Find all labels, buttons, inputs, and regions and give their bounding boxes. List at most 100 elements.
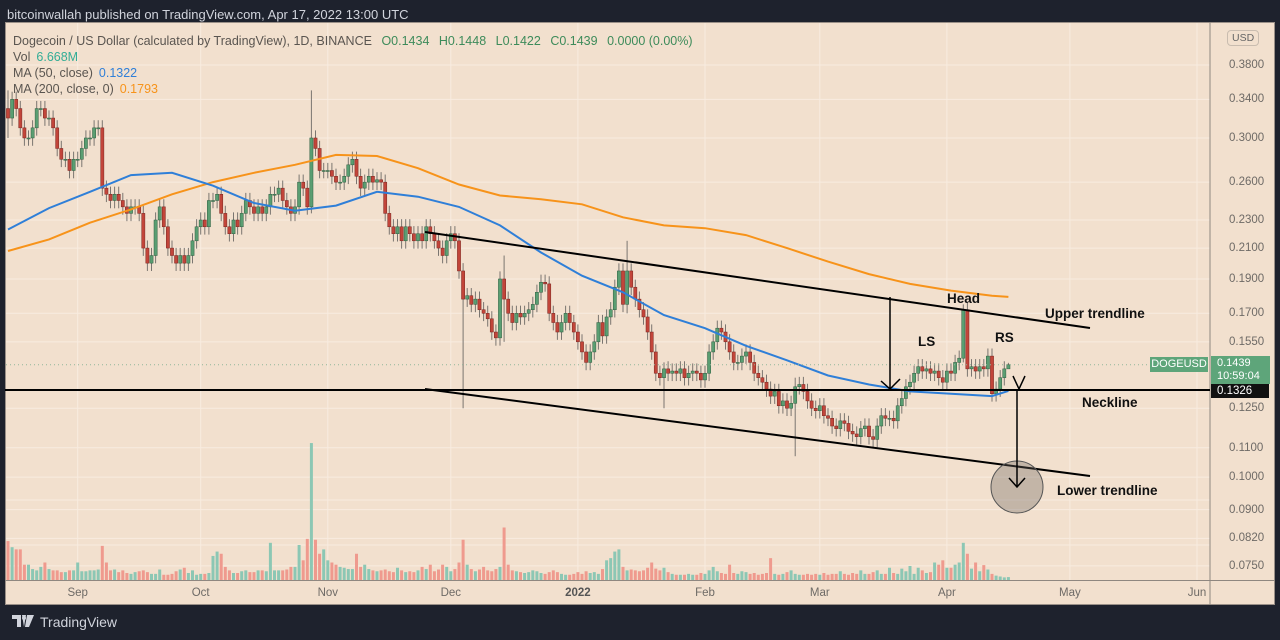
- candle-body: [674, 370, 679, 374]
- tradingview-brand[interactable]: TradingView: [40, 614, 118, 630]
- volume-bar: [346, 569, 350, 580]
- candle-body: [612, 286, 617, 310]
- candle-body: [740, 355, 744, 363]
- candle-body: [707, 351, 711, 374]
- volume-bar: [355, 553, 358, 580]
- candle-body: [805, 391, 810, 402]
- candle-body: [403, 226, 408, 242]
- volume-bar: [740, 571, 744, 580]
- neckline-label: Neckline: [1082, 395, 1138, 410]
- candle-body: [100, 127, 105, 189]
- candle-body: [211, 200, 215, 202]
- volume-legend[interactable]: Vol 6.668M: [13, 50, 84, 64]
- time-tick-label: Nov: [317, 587, 339, 599]
- volume-bar: [6, 541, 10, 580]
- volume-bar: [404, 572, 408, 580]
- volume-bar: [510, 570, 514, 580]
- candle-body: [645, 316, 650, 333]
- ma50-legend[interactable]: MA (50, close) 0.1322: [13, 66, 143, 80]
- candle-body: [47, 117, 51, 120]
- volume-bar: [871, 572, 875, 580]
- candle-body: [969, 366, 974, 370]
- volume-bar: [990, 573, 994, 580]
- candle-body: [276, 187, 281, 195]
- volume-bar: [170, 573, 174, 580]
- candle-body: [120, 200, 125, 208]
- volume-bar: [957, 562, 961, 580]
- volume-value: 6.668M: [36, 50, 79, 64]
- volume-bar: [453, 569, 457, 580]
- candle-body: [350, 159, 355, 166]
- ma50-line: [7, 171, 1009, 398]
- candle-body: [789, 403, 793, 409]
- volume-bar: [748, 573, 752, 580]
- candle-body: [973, 366, 978, 372]
- ma200-legend[interactable]: MA (200, close, 0) 0.1793: [13, 82, 164, 96]
- candle-body: [494, 331, 498, 339]
- currency-button[interactable]: USD: [1227, 30, 1260, 46]
- candle-body: [625, 270, 629, 305]
- candle-body: [284, 200, 289, 208]
- candle-body: [949, 370, 953, 374]
- candle-body: [407, 226, 412, 234]
- volume-bar: [912, 573, 916, 580]
- volume-bar: [318, 553, 322, 580]
- volume-bar: [199, 573, 203, 580]
- candle-body: [629, 270, 634, 288]
- volume-bar: [822, 573, 826, 580]
- candle-body: [826, 415, 830, 419]
- symbol-title[interactable]: Dogecoin / US Dollar (calculated by Trad…: [13, 34, 372, 48]
- time-tick-label: Apr: [937, 587, 956, 599]
- candle-body: [198, 219, 203, 228]
- volume-bar: [695, 574, 699, 580]
- candle-body: [703, 372, 707, 381]
- volume-bar: [277, 570, 281, 580]
- candle-body: [813, 407, 818, 411]
- volume-bar: [806, 573, 809, 580]
- price-tick-label: 0.3800: [1229, 59, 1265, 71]
- volume-bar: [588, 573, 592, 580]
- volume-bar: [383, 569, 387, 580]
- volume-bar: [572, 573, 576, 580]
- tradingview-logo-icon[interactable]: [12, 614, 34, 630]
- candle-body: [432, 233, 437, 242]
- candle-body: [473, 298, 478, 305]
- volume-bar: [482, 566, 486, 580]
- candle-body: [166, 226, 170, 249]
- candle-body: [666, 368, 670, 374]
- candle-body: [477, 298, 482, 310]
- candle-body: [924, 368, 929, 372]
- volume-bar: [424, 569, 428, 580]
- volume-bar: [63, 572, 67, 580]
- volume-bar: [543, 573, 547, 580]
- candle-body: [43, 108, 47, 119]
- candle-body: [686, 372, 691, 378]
- volume-bar: [568, 574, 572, 580]
- candle-body: [670, 370, 675, 374]
- volume-bar: [765, 573, 768, 580]
- volume-bar: [527, 572, 531, 580]
- volume-bar: [39, 566, 43, 580]
- high-value: H0.1448: [438, 34, 487, 48]
- price-tick-label: 0.2600: [1229, 176, 1265, 189]
- volume-bar: [842, 573, 846, 580]
- candle-body: [26, 137, 31, 140]
- volume-bar: [773, 573, 777, 580]
- volume-bar: [121, 570, 125, 580]
- volume-bar: [43, 562, 47, 580]
- candle-body: [22, 127, 27, 139]
- candle-body: [584, 351, 588, 363]
- candle-body: [567, 313, 572, 323]
- volume-bar: [486, 570, 490, 580]
- volume-bar: [51, 570, 55, 580]
- volume-bar: [777, 574, 781, 580]
- volume-bar: [391, 572, 395, 580]
- candle-body: [965, 309, 970, 370]
- price-tick-label: 0.2100: [1229, 242, 1265, 255]
- volume-bar: [539, 573, 543, 580]
- candle-body: [190, 240, 195, 256]
- candle-body: [1002, 368, 1007, 378]
- price-tick-label: 0.2300: [1229, 213, 1265, 226]
- volume-bar: [305, 538, 309, 580]
